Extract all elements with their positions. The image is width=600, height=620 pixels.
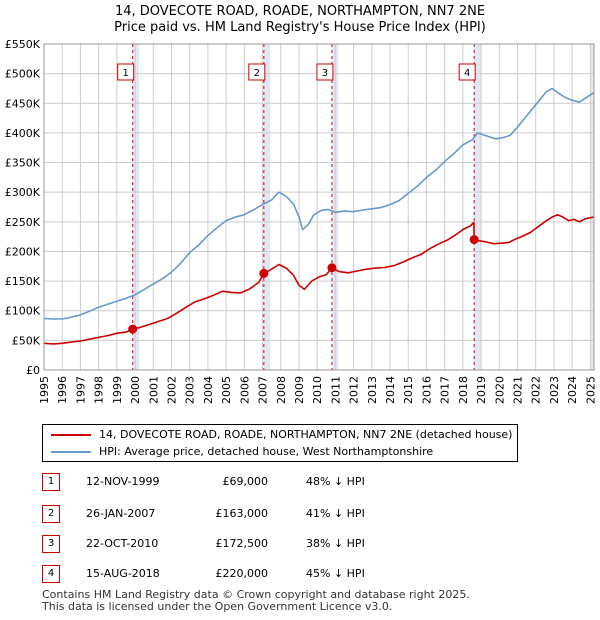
x-tick-label: 2022 — [530, 376, 543, 404]
sale-highlight — [474, 44, 481, 370]
sale-label-box — [117, 63, 135, 81]
legend-swatch-property — [51, 434, 91, 436]
y-tick-label: £500K — [5, 68, 41, 81]
footer-copyright: Contains HM Land Registry data © Crown c… — [42, 588, 470, 601]
x-tick-label: 2016 — [420, 376, 433, 404]
x-tick-label: 2005 — [220, 376, 233, 404]
sale-label-box — [248, 63, 266, 81]
transaction-marker: 2 — [42, 505, 60, 523]
sale-point — [327, 263, 337, 273]
x-tick-label: 2011 — [329, 376, 342, 404]
x-tick-label: 1998 — [93, 376, 106, 404]
sale-point — [469, 235, 479, 245]
x-tick-label: 2003 — [184, 376, 197, 404]
sale-point — [259, 268, 269, 278]
sale-label: 1 — [123, 68, 129, 79]
plot-border — [43, 43, 595, 371]
transaction-marker: 1 — [42, 473, 60, 491]
x-tick-label: 2015 — [402, 376, 415, 404]
legend-label-hpi: HPI: Average price, detached house, West… — [99, 445, 434, 458]
y-tick-label: £550K — [5, 38, 41, 51]
x-tick-label: 2019 — [475, 376, 488, 404]
x-tick-label: 2012 — [348, 376, 361, 404]
y-tick-label: £50K — [12, 334, 41, 347]
x-tick-label: 1999 — [111, 376, 124, 404]
transaction-date: 26-JAN-2007 — [86, 507, 156, 520]
sale-highlight — [132, 44, 140, 370]
x-tick-label: 2017 — [439, 376, 452, 404]
x-tick-label: 2004 — [202, 376, 215, 404]
sale-label: 2 — [254, 68, 260, 79]
x-tick-label: 2018 — [457, 376, 470, 404]
x-tick-label: 1997 — [74, 376, 87, 404]
transaction-price: £163,000 — [215, 507, 269, 520]
transaction-price: £220,000 — [215, 567, 269, 580]
y-tick-label: £350K — [5, 157, 41, 170]
footer-licence: This data is licensed under the Open Gov… — [42, 600, 393, 613]
transaction-hpi: 48% ↓ HPI — [306, 475, 365, 488]
price-chart: 1 2 3 4 £0 £50K £100K £150K £200K £250K £300K £350… — [5, 38, 598, 404]
x-tick-label: 2020 — [493, 376, 506, 404]
x-tick-label: 2010 — [311, 376, 324, 404]
x-tick-label: 2014 — [384, 376, 397, 404]
x-tick-label: 2013 — [366, 376, 379, 404]
legend-label-property: 14, DOVECOTE ROAD, ROADE, NORTHAMPTON, N… — [99, 428, 513, 441]
x-tick-label: 2000 — [129, 376, 142, 404]
x-tick-label: 2008 — [275, 376, 288, 404]
sale-label: 3 — [322, 68, 328, 79]
chart-title: 14, DOVECOTE ROAD, ROADE, NORTHAMPTON, N… — [114, 4, 486, 19]
y-tick-label: £200K — [5, 245, 41, 258]
y-tick-label: £300K — [5, 186, 41, 199]
x-tick-label: 2007 — [257, 376, 270, 404]
hpi-line — [43, 87, 595, 320]
x-tick-label: 2006 — [238, 376, 251, 404]
property-price-line — [43, 213, 595, 345]
transaction-hpi: 38% ↓ HPI — [306, 537, 365, 550]
y-tick-label: £150K — [5, 275, 41, 288]
sale-label-box — [316, 63, 334, 81]
sale-label: 4 — [464, 68, 470, 79]
footer: Contains HM Land Registry data © Crown c… — [42, 589, 470, 613]
transaction-date: 22-OCT-2010 — [86, 537, 159, 550]
y-tick-label: £450K — [5, 97, 41, 110]
x-tick-label: 2025 — [584, 376, 597, 404]
x-tick-label: 2001 — [147, 376, 160, 404]
future-shade — [590, 44, 594, 370]
sale-highlight — [263, 44, 271, 370]
y-tick-label: £250K — [5, 216, 41, 229]
sale-label-box — [458, 63, 476, 81]
y-tick-label: £100K — [5, 305, 41, 318]
legend: 14, DOVECOTE ROAD, ROADE, NORTHAMPTON, N… — [42, 424, 518, 462]
x-tick-label: 1995 — [38, 376, 51, 404]
x-tick-label: 1996 — [56, 376, 69, 404]
transaction-marker: 4 — [42, 565, 60, 583]
x-tick-label: 2002 — [165, 376, 178, 404]
x-tick-label: 2021 — [512, 376, 525, 404]
transaction-price: £69,000 — [222, 475, 269, 488]
sale-point — [128, 324, 138, 334]
transaction-hpi: 41% ↓ HPI — [306, 507, 365, 520]
x-tick-label: 2024 — [566, 376, 579, 404]
x-tick-label: 2023 — [548, 376, 561, 404]
transaction-hpi: 45% ↓ HPI — [306, 567, 365, 580]
transaction-date: 12-NOV-1999 — [86, 475, 160, 488]
transaction-date: 15-AUG-2018 — [86, 567, 160, 580]
x-tick-label: 2009 — [293, 376, 306, 404]
transaction-price: £172,500 — [215, 537, 269, 550]
y-tick-label: £0 — [26, 364, 40, 377]
chart-subtitle: Price paid vs. HM Land Registry's House … — [114, 20, 486, 35]
y-tick-label: £400K — [5, 127, 41, 140]
transaction-marker: 3 — [42, 535, 60, 553]
legend-swatch-hpi — [51, 451, 91, 453]
